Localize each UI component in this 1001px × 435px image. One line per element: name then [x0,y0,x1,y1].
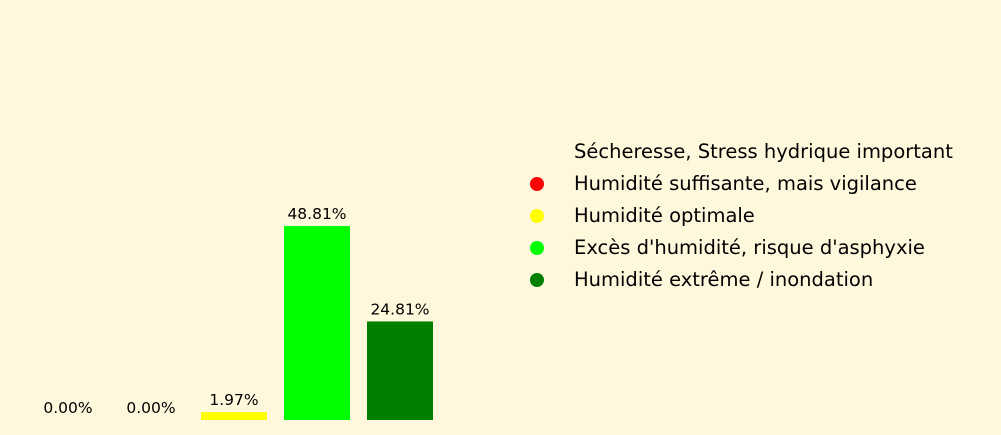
legend-label: Excès d'humidité, risque d'asphyxie [574,236,925,259]
bar-3 [201,412,267,420]
legend-item-secheresse: Sécheresse, Stress hydrique important [524,140,953,163]
legend-item-exces: Excès d'humidité, risque d'asphyxie [524,236,953,259]
legend-marker [530,240,544,255]
legend-label: Humidité extrême / inondation [574,268,874,291]
legend-marker [530,208,544,223]
bar-4 [284,226,350,420]
bar-value-label: 1.97% [209,391,258,409]
legend-marker [530,144,544,159]
legend-item-vigilance: Humidité suffisante, mais vigilance [524,172,953,195]
bar-value-label: 48.81% [287,205,346,223]
legend-label: Humidité optimale [574,204,755,227]
legend-label: Sécheresse, Stress hydrique important [574,140,953,163]
legend-marker [530,176,544,191]
bar-5 [367,321,433,420]
bar-value-label: 0.00% [43,399,92,417]
legend-item-inondation: Humidité extrême / inondation [524,268,953,291]
legend: Sécheresse, Stress hydrique important Hu… [524,140,953,291]
legend-marker [530,272,544,287]
bar-value-label: 24.81% [370,300,429,318]
legend-item-optimale: Humidité optimale [524,204,953,227]
legend-label: Humidité suffisante, mais vigilance [574,172,917,195]
bar-value-label: 0.00% [126,399,175,417]
